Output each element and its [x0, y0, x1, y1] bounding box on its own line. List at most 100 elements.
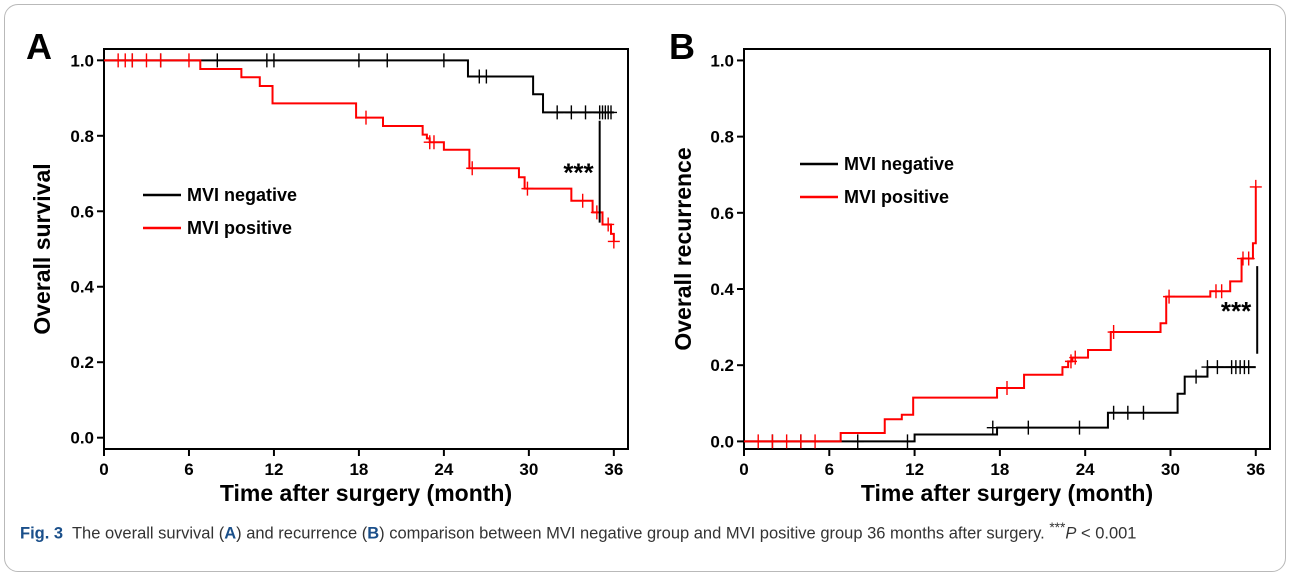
y-tick-label: 0.6 — [70, 202, 94, 221]
x-tick-label: 6 — [184, 460, 193, 479]
legend-label: MVI positive — [844, 187, 949, 207]
series-line-mvi-positive — [744, 186, 1257, 443]
series-line-mvi-negative — [744, 366, 1256, 443]
censor-mark — [360, 110, 372, 125]
y-tick-label: 0.2 — [70, 353, 94, 372]
y-tick-label: 0.4 — [70, 278, 94, 297]
censor-mark — [1190, 369, 1203, 384]
y-axis-label: Overall recurrence — [670, 147, 696, 350]
caption-ref-a: A — [224, 524, 237, 543]
censor-mark — [267, 53, 280, 68]
x-tick-label: 0 — [739, 460, 748, 479]
censor-mark — [427, 135, 440, 150]
x-tick-label: 30 — [519, 460, 538, 479]
censor-mark — [466, 161, 479, 176]
censor-mark — [986, 420, 999, 435]
x-tick-label: 6 — [825, 460, 834, 479]
x-tick-label: 0 — [99, 460, 108, 479]
censor-mark — [1001, 381, 1013, 396]
censor-mark — [794, 434, 807, 449]
censor-mark — [780, 434, 793, 449]
censor-mark — [140, 53, 153, 68]
y-tick-label: 1.0 — [70, 51, 94, 70]
y-tick-label: 0.0 — [70, 429, 94, 448]
censor-mark — [579, 105, 592, 120]
censor-mark — [381, 53, 394, 68]
x-tick-label: 36 — [604, 460, 623, 479]
censor-mark — [1107, 325, 1120, 340]
censor-mark — [851, 434, 864, 449]
y-tick-label: 0.0 — [710, 432, 734, 451]
legend-label: MVI positive — [187, 218, 292, 238]
censor-mark — [1249, 179, 1262, 194]
caption-label: Fig. 3 — [20, 524, 64, 543]
x-tick-label: 18 — [990, 460, 1009, 479]
y-tick-label: 1.0 — [710, 51, 734, 70]
censor-mark — [480, 69, 493, 84]
y-tick-label: 0.4 — [710, 280, 734, 299]
panel-label: B — [669, 26, 695, 67]
censor-mark — [1242, 251, 1255, 266]
caption-text-1: The overall survival ( — [71, 524, 225, 543]
x-tick-label: 36 — [1246, 460, 1265, 479]
x-tick-label: 24 — [1076, 460, 1095, 479]
panel-label: A — [26, 26, 52, 67]
caption-p-symbol: P — [1065, 524, 1077, 543]
caption-text-3: ) comparison between MVI negative group … — [379, 524, 1050, 543]
censor-mark — [590, 205, 603, 220]
chart-panel-a: A 0 6 12 18 24 30 36 0.0 0.2 0.4 0.6 0.8 1.0 Time afte… — [26, 26, 629, 506]
chart-panel-b: B 0 6 12 18 24 30 36 0.0 0.2 0.4 0.6 0.8 1.0 Time afte… — [669, 26, 1271, 506]
censor-mark — [1242, 360, 1255, 375]
censor-mark — [352, 53, 365, 68]
significance-label: *** — [563, 158, 594, 188]
censor-mark — [1121, 405, 1134, 420]
x-tick-label: 30 — [1161, 460, 1180, 479]
caption-text-2: ) and recurrence ( — [236, 524, 368, 543]
censor-mark — [607, 234, 620, 249]
censor-mark — [154, 53, 167, 68]
caption-ref-b: B — [367, 524, 380, 543]
x-tick-label: 12 — [264, 460, 283, 479]
x-tick-label: 12 — [905, 460, 924, 479]
censor-mark — [576, 193, 589, 208]
y-tick-label: 0.8 — [710, 128, 734, 147]
caption-significance: *** — [1049, 520, 1066, 535]
series-line-mvi-negative — [104, 59, 614, 114]
figure-frame — [4, 4, 1286, 572]
censor-mark — [766, 434, 779, 449]
y-tick-label: 0.8 — [70, 127, 94, 146]
significance-label: *** — [1221, 296, 1252, 326]
censor-mark — [1163, 289, 1176, 304]
censor-mark — [605, 105, 618, 120]
censor-mark — [1137, 405, 1150, 420]
x-tick-label: 24 — [434, 460, 453, 479]
censor-mark — [1073, 420, 1086, 435]
plot-frame — [743, 48, 1271, 450]
censor-mark — [126, 53, 139, 68]
plot-frame — [103, 48, 629, 450]
censor-mark — [1069, 350, 1082, 365]
series-line-mvi-positive — [104, 59, 615, 242]
y-tick-label: 0.6 — [710, 204, 734, 223]
figure-caption: Fig. 3 The overall survival (A) and recu… — [20, 516, 1270, 546]
censor-mark — [1022, 420, 1035, 435]
x-axis-label: Time after surgery (month) — [861, 480, 1153, 506]
censor-mark — [1215, 284, 1228, 299]
censor-mark — [809, 434, 822, 449]
censor-mark — [1211, 360, 1224, 375]
caption-p-value: < 0.001 — [1076, 524, 1137, 543]
x-tick-label: 18 — [349, 460, 368, 479]
censor-mark — [752, 434, 765, 449]
censor-mark — [901, 434, 914, 449]
censor-mark — [1107, 405, 1120, 420]
y-tick-label: 0.2 — [710, 356, 734, 375]
censor-mark — [521, 181, 534, 196]
x-axis-label: Time after surgery (month) — [220, 480, 512, 506]
censor-mark — [551, 105, 564, 120]
censor-mark — [437, 53, 450, 68]
legend-label: MVI negative — [187, 185, 297, 205]
censor-mark — [211, 53, 224, 68]
censor-mark — [182, 53, 195, 68]
y-axis-label: Overall survival — [29, 163, 55, 334]
